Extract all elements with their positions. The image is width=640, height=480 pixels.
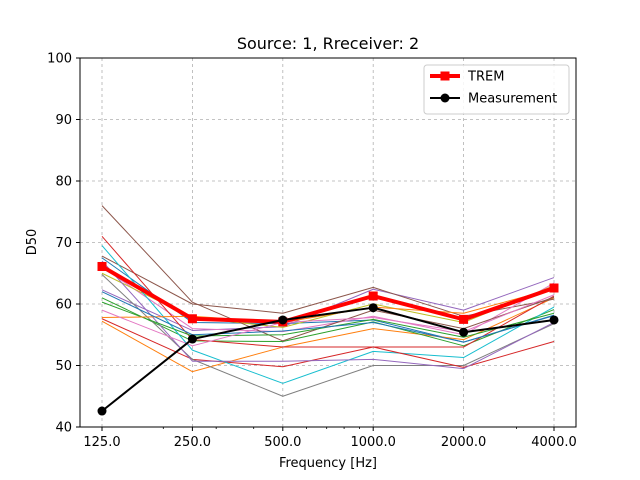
- series-line-4: [101, 295, 555, 368]
- series-line-measurement: [101, 306, 555, 412]
- legend-frame: [423, 64, 570, 115]
- series-line-17: [101, 294, 555, 347]
- data-point-measurement: [97, 406, 107, 416]
- y-tick-label: 100: [47, 52, 72, 67]
- data-point-measurement: [549, 315, 559, 325]
- x-tick-label: 500.0: [264, 435, 301, 450]
- data-point-trem: [97, 261, 107, 271]
- y-tick-label: 40: [55, 421, 72, 436]
- series-line-3: [101, 297, 555, 347]
- data-point-trem: [459, 314, 469, 324]
- series-line-16: [101, 291, 555, 343]
- data-point-trem: [368, 291, 378, 301]
- series-line-7: [101, 266, 555, 336]
- y-tick-label: 60: [55, 298, 72, 313]
- legend: TREM Measurement: [423, 64, 570, 115]
- legend-trem-label: TREM: [467, 70, 504, 85]
- series-line-13: [101, 260, 555, 370]
- x-tick-label: 250.0: [174, 435, 211, 450]
- series-line-12: [101, 205, 555, 342]
- y-axis-label: D50: [25, 229, 40, 256]
- x-axis-label: Frequency [Hz]: [279, 456, 377, 471]
- x-tick-label: 1000.0: [350, 435, 396, 450]
- x-tick-label: 4000.0: [531, 435, 577, 450]
- legend-measurement-marker: [440, 93, 450, 103]
- data-point-measurement: [368, 303, 378, 313]
- series-line-10: [101, 245, 555, 384]
- data-point-trem: [549, 283, 559, 293]
- series-layer: [97, 205, 559, 416]
- x-tick-label: 125.0: [83, 435, 120, 450]
- y-tick-label: 70: [55, 236, 72, 251]
- x-tick-label: 2000.0: [441, 435, 487, 450]
- series-line-11: [101, 236, 555, 368]
- series-line-trem: [100, 264, 555, 324]
- data-point-measurement: [459, 327, 469, 337]
- data-point-measurement: [278, 315, 288, 325]
- data-point-measurement: [187, 334, 197, 344]
- ticks: 125.0 250.0 500.0 1000.0 2000.0 4000.0 40 50 60 7…: [47, 52, 577, 451]
- y-tick-label: 90: [55, 113, 72, 128]
- y-tick-label: 50: [55, 359, 72, 374]
- legend-trem-marker: [440, 71, 450, 81]
- chart-title: Source: 1, Rreceiver: 2: [237, 34, 419, 53]
- legend-measurement-label: Measurement: [468, 92, 557, 107]
- y-tick-label: 80: [55, 175, 72, 190]
- data-point-trem: [187, 314, 197, 324]
